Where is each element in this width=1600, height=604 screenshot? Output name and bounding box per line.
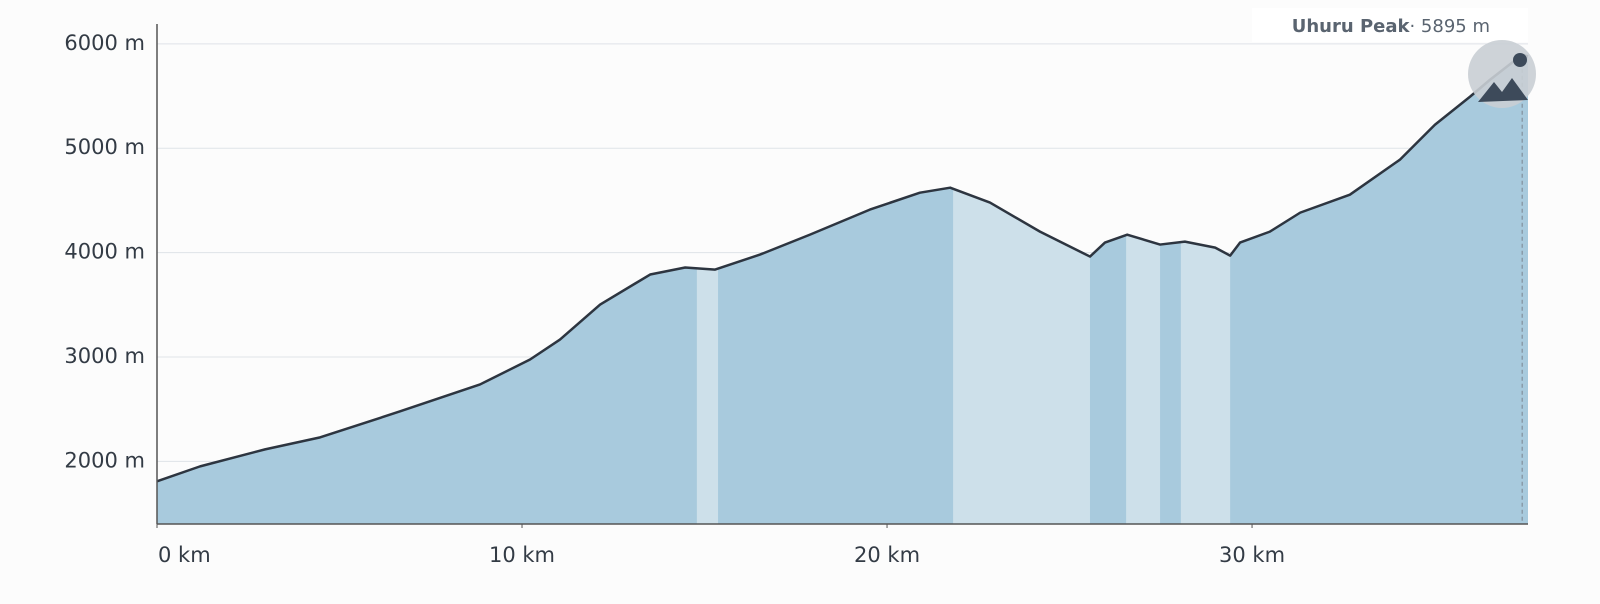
y-tick-label: 2000 m: [64, 448, 145, 472]
annotation-name: Uhuru Peak: [1292, 16, 1411, 37]
peak-icon: [1468, 40, 1536, 108]
x-tick-label: 10 km: [489, 543, 555, 567]
x-tick-label: 0 km: [158, 543, 211, 567]
icon-mountain: [1478, 78, 1528, 102]
icon-sun: [1513, 53, 1527, 67]
x-tick-label: 30 km: [1219, 543, 1285, 567]
annotation-box: [1252, 8, 1528, 42]
y-tick-label: 5000 m: [64, 135, 145, 159]
y-tick-label: 6000 m: [64, 31, 145, 55]
y-tick-label: 3000 m: [64, 344, 145, 368]
x-tick-label: 20 km: [854, 543, 920, 567]
annotation-value: · 5895 m: [1409, 16, 1490, 37]
y-tick-label: 4000 m: [64, 240, 145, 264]
annotation: Uhuru Peak· 5895 m: [1292, 16, 1490, 37]
elevation-line: [156, 53, 1529, 483]
